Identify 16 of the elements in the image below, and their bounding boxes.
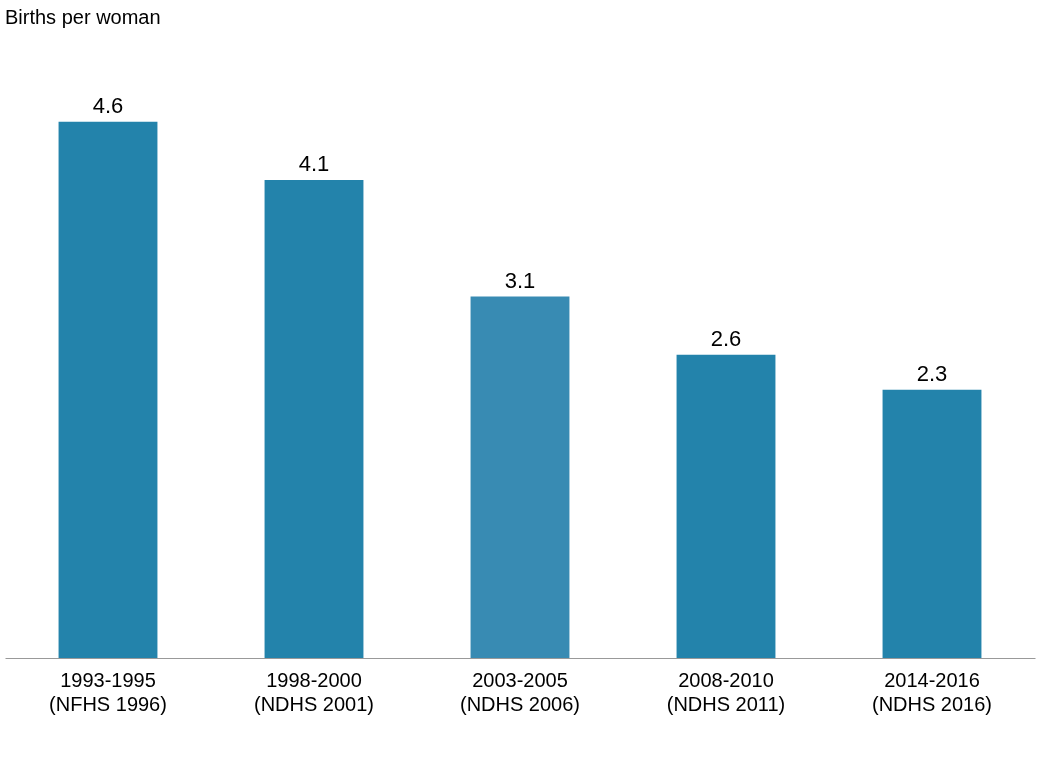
x-tick-label: 1998-2000 (NDHS 2001) xyxy=(253,668,375,715)
data-label: 2.3 xyxy=(916,360,948,386)
bar xyxy=(58,121,158,658)
bar xyxy=(882,389,982,658)
text: Births per woman xyxy=(5,6,161,28)
x-tick-label: 1993-1995 (NFHS 1996) xyxy=(49,668,167,715)
bar xyxy=(676,354,776,658)
data-label: 2.6 xyxy=(710,325,742,351)
x-tick-label: 2003-2005 (NDHS 2006) xyxy=(459,668,581,715)
bar xyxy=(264,179,364,658)
data-label: 4.6 xyxy=(92,92,124,118)
bar xyxy=(470,296,570,658)
x-tick-label: 2014-2016 (NDHS 2016) xyxy=(871,668,993,715)
x-tick-label: 2008-2010 (NDHS 2011) xyxy=(666,668,786,715)
data-label: 4.1 xyxy=(298,150,330,176)
data-label: 3.1 xyxy=(504,267,536,293)
